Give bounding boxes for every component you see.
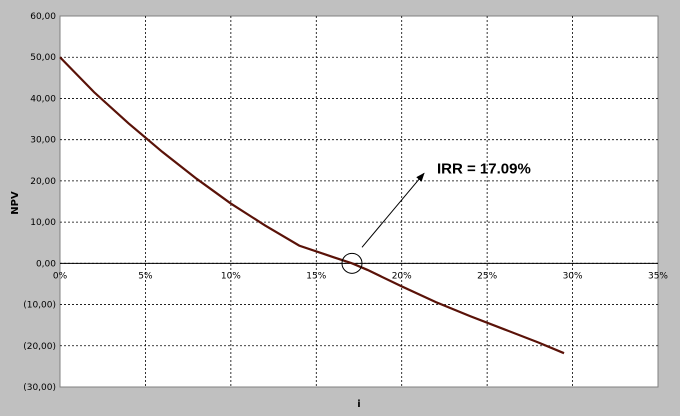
y-tick-label: 40,00: [30, 94, 56, 104]
x-tick-label: 25%: [477, 271, 497, 281]
irr-annotation-arrow: [361, 172, 425, 248]
npv-curve: [59, 56, 565, 355]
plot-area: [59, 15, 659, 388]
irr-marker-circle: [341, 252, 363, 274]
y-tick-label: (10,00): [23, 301, 56, 311]
y-tick-label: 30,00: [30, 136, 56, 146]
y-axis-title: NPV: [10, 191, 21, 215]
x-tick-label: 0%: [53, 271, 68, 281]
gridlines: [60, 16, 658, 387]
y-axis-tick-labels: 60,00 50,00 40,00 30,00 20,00 10,00 0,00 (10,00…: [23, 12, 56, 393]
irr-annotation-label: IRR = 17.09%: [437, 160, 531, 177]
x-tick-label: 35%: [648, 271, 668, 281]
y-tick-label: (20,00): [23, 342, 56, 352]
y-tick-label: 10,00: [30, 218, 56, 228]
y-tick-label: 60,00: [30, 12, 56, 22]
x-tick-label: 10%: [221, 271, 241, 281]
x-axis-title: i: [357, 399, 360, 410]
x-tick-label: 5%: [138, 271, 153, 281]
y-tick-label: (30,00): [23, 383, 56, 393]
x-axis-tick-labels: 0% 5% 10% 15% 20% 25% 30% 35%: [53, 271, 669, 281]
x-tick-label: 20%: [392, 271, 412, 281]
y-tick-label: 0,00: [36, 259, 56, 269]
x-tick-label: 15%: [306, 271, 326, 281]
y-tick-label: 20,00: [30, 177, 56, 187]
y-tick-label: 50,00: [30, 53, 56, 63]
x-tick-label: 30%: [563, 271, 583, 281]
